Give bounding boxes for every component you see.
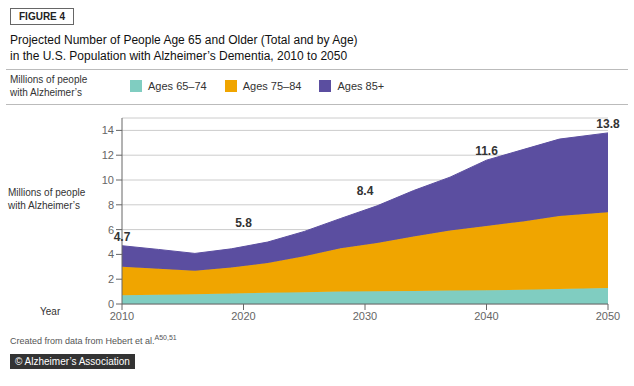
svg-text:13.8: 13.8: [596, 117, 620, 131]
svg-text:2020: 2020: [231, 310, 255, 322]
svg-text:8: 8: [108, 199, 114, 211]
html-text:Ages 65–74: Ages 65–74: [148, 80, 207, 92]
svg-text:2050: 2050: [596, 310, 620, 322]
svg-text:2: 2: [108, 273, 114, 285]
html-text:© Alzheimer’s Association: © Alzheimer’s Association: [15, 356, 130, 367]
svg-text:8.4: 8.4: [357, 184, 374, 198]
svg-text:6: 6: [107, 223, 114, 236]
html-text:Created from data from Hebert: Created from data from Hebert et al.A50,…: [10, 334, 177, 346]
svg-text:0: 0: [108, 298, 114, 310]
svg-text:2040: 2040: [474, 310, 498, 322]
svg-text:11.6: 11.6: [475, 144, 498, 158]
html-text:Millions of people with Alzhei: Millions of people with Alzheimer’s: [10, 74, 88, 98]
svg-text:14: 14: [102, 124, 114, 136]
html-text:in the U.S. Population with Al: in the U.S. Population with Alzheimer’s …: [10, 49, 348, 63]
html-text:Year: Year: [40, 306, 61, 317]
svg-text:4: 4: [108, 248, 114, 260]
svg-text:10: 10: [102, 174, 114, 186]
svg-text:2030: 2030: [353, 310, 377, 322]
svg-text:4.7: 4.7: [114, 230, 131, 244]
html-text:Ages 75–84: Ages 75–84: [242, 80, 302, 92]
html-text:Projected Number of People Age: Projected Number of People Age 65 and Ol…: [10, 33, 358, 47]
svg-text:5.8: 5.8: [235, 216, 252, 230]
html-text:Millions of people with Alzhei: Millions of people with Alzheimer’s: [8, 187, 86, 211]
svg-text:2010: 2010: [110, 310, 134, 322]
html-text:Ages 85+: Ages 85+: [337, 80, 385, 92]
svg-text:12: 12: [102, 149, 114, 161]
html-text:FIGURE 4: FIGURE 4: [19, 11, 66, 22]
